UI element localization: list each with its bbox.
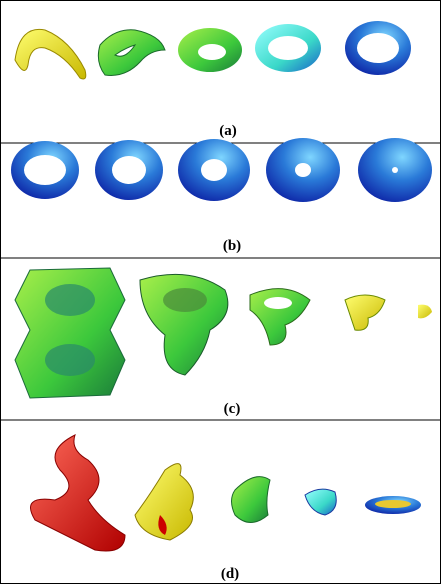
row-d: (d) — [31, 435, 422, 582]
row-c: (c) — [15, 268, 432, 417]
panel-label: (c) — [224, 401, 241, 417]
row-a: (a) — [15, 21, 411, 139]
panel-label: (d) — [221, 566, 239, 582]
panel-label: (b) — [223, 238, 241, 254]
panel-label: (a) — [219, 123, 237, 139]
row-b: (b) — [11, 138, 432, 254]
figure: (a) (b) (c) (d) — [0, 0, 441, 584]
